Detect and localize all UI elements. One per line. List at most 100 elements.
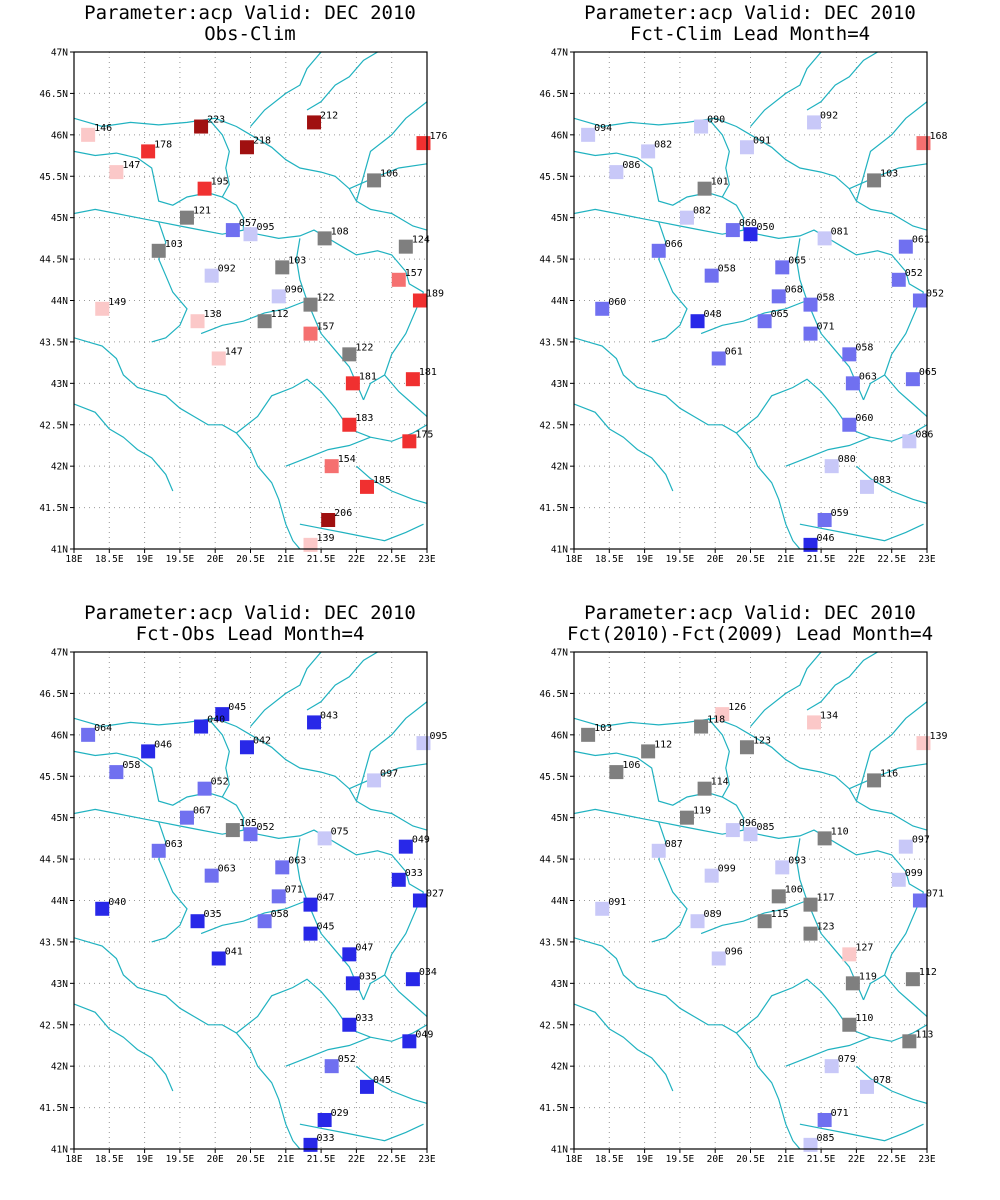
y-tick-label: 42.5N: [539, 420, 568, 431]
y-tick-label: 41.5N: [39, 1103, 68, 1114]
station-marker: [342, 417, 357, 432]
station-marker: [412, 893, 427, 908]
station-value: 212: [320, 110, 338, 121]
y-tick-label: 46.5N: [39, 689, 68, 700]
y-tick-label: 45.5N: [39, 172, 68, 183]
y-tick-label: 44.5N: [539, 255, 568, 266]
boundary-line: [349, 163, 427, 190]
station-marker: [803, 326, 818, 341]
y-tick-label: 41.5N: [539, 503, 568, 514]
station-value: 095: [257, 222, 275, 233]
boundary-line: [236, 978, 427, 1042]
boundary-line: [574, 337, 737, 434]
y-tick-label: 41N: [551, 545, 568, 556]
station-marker: [867, 773, 882, 788]
station-marker: [197, 781, 212, 796]
x-tick-label: 20.5E: [736, 554, 765, 565]
station-value: 063: [165, 839, 183, 850]
station-marker: [725, 823, 740, 838]
station-value: 085: [757, 822, 775, 833]
y-tick-label: 43N: [51, 379, 68, 390]
boundary-line: [856, 1065, 927, 1104]
station-value: 040: [207, 715, 225, 726]
station-marker: [257, 914, 272, 929]
x-tick-label: 19E: [136, 554, 153, 565]
boundary-line: [74, 750, 424, 893]
station-marker: [307, 115, 322, 130]
station-marker: [905, 972, 920, 987]
station-marker: [651, 843, 666, 858]
station-value: 079: [838, 1054, 856, 1065]
station-value: 089: [704, 909, 722, 920]
x-tick-label: 21E: [777, 1154, 794, 1165]
station-value: 099: [905, 868, 923, 879]
boundary-line: [883, 891, 927, 1017]
station-marker: [651, 243, 666, 258]
station-value: 068: [785, 284, 803, 295]
station-marker: [842, 347, 857, 362]
panel-subtitle: Fct-Obs Lead Month=4: [135, 623, 365, 645]
y-tick-label: 43.5N: [39, 337, 68, 348]
boundary-line: [855, 101, 927, 202]
y-tick-label: 46N: [51, 130, 68, 141]
station-marker: [211, 951, 226, 966]
station-value: 090: [707, 115, 725, 126]
boundary-line: [306, 652, 378, 711]
station-value: 096: [725, 946, 743, 957]
boundary-line: [207, 717, 230, 798]
boundary-line: [235, 1032, 301, 1149]
boundary-line: [849, 163, 927, 190]
boundary-line: [295, 238, 365, 401]
station-marker: [81, 127, 96, 142]
station-value: 185: [373, 475, 391, 486]
station-value: 058: [718, 264, 736, 275]
station-value: 181: [359, 371, 377, 382]
station-marker: [697, 181, 712, 196]
station-marker: [303, 897, 318, 912]
station-marker: [891, 272, 906, 287]
y-tick-label: 42.5N: [39, 420, 68, 431]
station-value: 106: [622, 760, 640, 771]
station-value: 146: [94, 123, 112, 134]
station-value: 108: [331, 226, 349, 237]
y-tick-label: 45N: [551, 213, 568, 224]
station-marker: [405, 972, 420, 987]
boundary-line: [349, 763, 427, 790]
station-value: 103: [594, 723, 612, 734]
station-value: 086: [915, 429, 933, 440]
station-value: 033: [355, 1013, 373, 1024]
station-value: 106: [785, 884, 803, 895]
station-marker: [715, 707, 730, 722]
station-marker: [307, 715, 322, 730]
axes: 18E 18.5E 19E 19.5E 20E 20.5E 21E 21.5E 22E 22.5E…: [39, 648, 435, 1166]
boundary-line: [750, 652, 822, 727]
boundary-line: [855, 701, 927, 802]
station-value: 134: [820, 710, 838, 721]
station-marker: [902, 434, 917, 449]
station-value: 119: [693, 806, 711, 817]
station-value: 123: [817, 922, 835, 933]
station-value: 059: [831, 508, 849, 519]
station-value: 138: [204, 309, 222, 320]
station-marker: [324, 1059, 339, 1074]
x-tick-label: 22.5E: [377, 1154, 406, 1165]
x-tick-label: 19E: [136, 1154, 153, 1165]
boundary-line: [355, 101, 427, 202]
x-tick-label: 18E: [565, 1154, 582, 1165]
station-value: 046: [817, 533, 835, 544]
station-marker: [197, 181, 212, 196]
station-marker: [342, 347, 357, 362]
x-tick-label: 20.5E: [736, 1154, 765, 1165]
station-marker: [303, 326, 318, 341]
boundary-line: [856, 465, 927, 504]
y-tick-label: 46.5N: [39, 89, 68, 100]
station-marker: [271, 289, 286, 304]
station-marker: [859, 479, 874, 494]
y-tick-label: 43.5N: [539, 337, 568, 348]
x-tick-label: 22E: [848, 1154, 865, 1165]
x-tick-label: 21.5E: [307, 1154, 336, 1165]
station-value: 035: [204, 909, 222, 920]
station-value: 034: [419, 967, 437, 978]
station-value: 065: [788, 255, 806, 266]
